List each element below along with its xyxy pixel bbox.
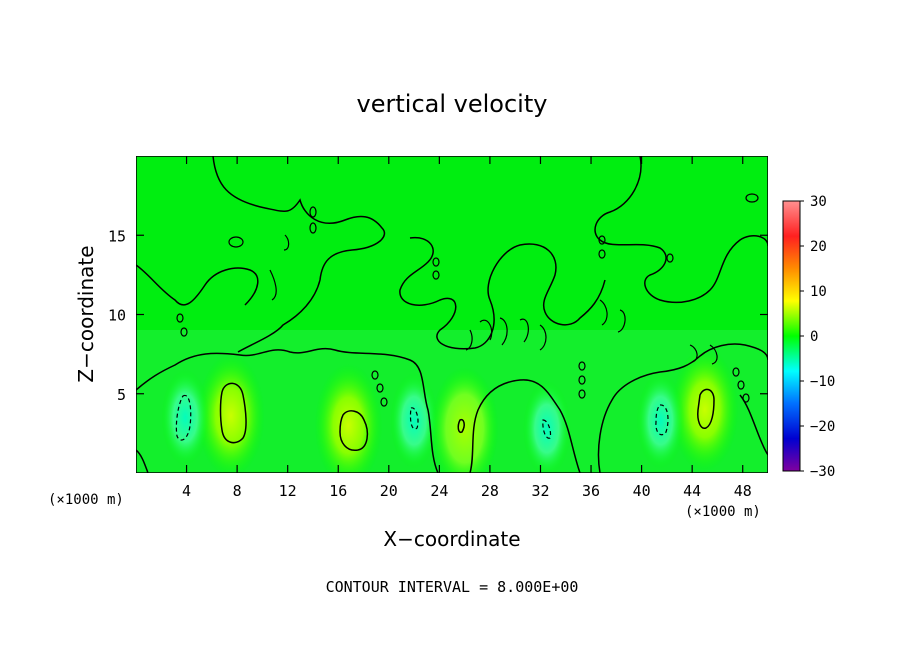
x-tick-label-44: 44 <box>683 482 701 500</box>
x-unit-label-left: (×1000 m) <box>48 492 124 508</box>
chart-title: vertical velocity <box>357 90 548 118</box>
zero-contour-mid <box>399 236 606 350</box>
x-unit-label-right: (×1000 m) <box>685 504 761 520</box>
updraft-core-2 <box>430 366 499 473</box>
downdraft-contour-4km <box>175 394 192 441</box>
x-tick-label-40: 40 <box>633 482 651 500</box>
x-tick-label-28: 28 <box>481 482 499 500</box>
plot-area <box>136 156 768 473</box>
updraft-core-3 <box>670 347 739 472</box>
y-tick-label-5: 5 <box>117 386 126 404</box>
zero-contour-right <box>594 156 768 304</box>
updraft-contour-26km <box>457 418 465 434</box>
colorbar-tick-label-6: −30 <box>810 464 835 480</box>
updraft-core-1 <box>314 363 383 473</box>
x-tick-label-32: 32 <box>531 482 549 500</box>
downdraft-core-0 <box>161 369 210 466</box>
small-cell-contours <box>176 193 759 407</box>
colorbar-tick-label-3: 0 <box>810 329 818 345</box>
downdraft-core-1 <box>390 372 439 469</box>
velocity-cores <box>161 347 739 473</box>
x-tick-label-4: 4 <box>182 482 191 500</box>
x-tick-label-16: 16 <box>329 482 347 500</box>
updraft-contour-17km <box>339 410 369 451</box>
x-tick-label-48: 48 <box>734 482 752 500</box>
downdraft-core-3 <box>636 372 685 469</box>
updraft-contour-45km <box>697 388 715 429</box>
x-axis: 4 8 12 16 20 24 28 32 36 40 44 48 <box>182 156 752 500</box>
y-axis-title: Z−coordinate <box>74 245 98 382</box>
downdraft-contour-22km <box>409 407 419 430</box>
updraft-core-0 <box>196 353 265 473</box>
zero-contour-upper <box>136 156 386 353</box>
downdraft-core-2 <box>522 380 571 473</box>
x-tick-label-24: 24 <box>430 482 448 500</box>
x-tick-label-8: 8 <box>233 482 242 500</box>
colorbar-ticks: 30 20 10 0 −10 −20 −30 <box>800 194 835 480</box>
x-axis-title: X−coordinate <box>383 527 520 551</box>
colorbar: 30 20 10 0 −10 −20 −30 <box>782 194 835 480</box>
zero-contour-base <box>136 343 768 473</box>
colorbar-tick-label-2: 10 <box>810 284 827 300</box>
colorbar-tick-label-1: 20 <box>810 239 827 255</box>
y-axis: 5 10 15 <box>108 227 768 404</box>
colorbar-tick-label-0: 30 <box>810 194 827 210</box>
colorbar-tick-label-5: −20 <box>810 419 835 435</box>
y-tick-label-10: 10 <box>108 307 126 325</box>
plot-left-edge-contour <box>136 449 149 473</box>
colorbar-tick-label-4: −10 <box>810 374 835 390</box>
colorbar-scale <box>782 200 801 472</box>
contour-interval-note: CONTOUR INTERVAL = 8.000E+00 <box>326 578 579 596</box>
contour-lines <box>136 156 768 473</box>
downdraft-contours <box>175 394 669 441</box>
x-tick-label-20: 20 <box>380 482 398 500</box>
x-tick-label-36: 36 <box>582 482 600 500</box>
x-tick-label-12: 12 <box>279 482 297 500</box>
y-tick-label-15: 15 <box>108 227 126 245</box>
updraft-contour-8km <box>219 382 247 444</box>
